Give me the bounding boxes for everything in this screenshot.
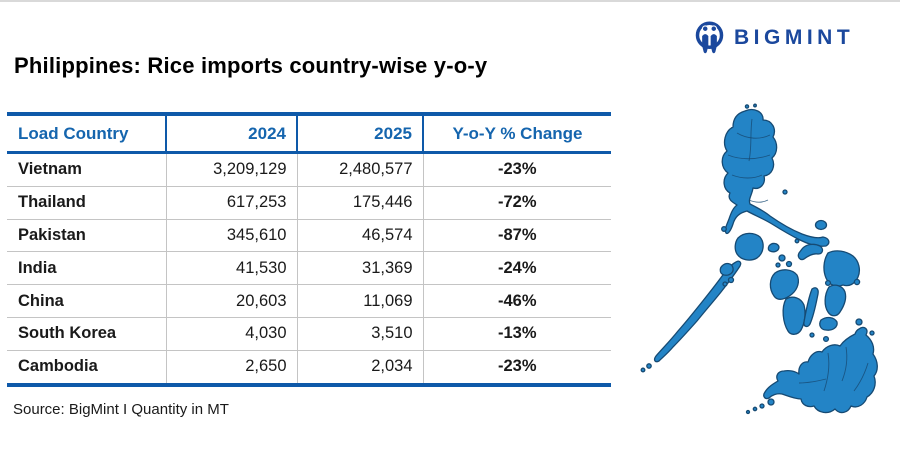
cell-2025-value: 3,510 (297, 317, 424, 351)
rice-imports-table: Load Country 2024 2025 Y-o-Y % Change Vi… (7, 112, 611, 387)
column-header-yoy-change: Y-o-Y % Change (423, 114, 611, 154)
cell-2024-value: 4,030 (166, 317, 298, 351)
mindanao-island-group (745, 318, 878, 415)
cell-2024-value: 3,209,129 (166, 152, 298, 187)
cell-country: Vietnam (7, 152, 167, 187)
cell-2025-value: 31,369 (297, 251, 424, 286)
column-header-load-country: Load Country (7, 114, 167, 154)
table-row-south-korea: South Korea 4,030 3,510 -13% (7, 317, 611, 351)
mindoro (734, 232, 764, 261)
samar (823, 250, 860, 287)
cell-yoy-change: -24% (423, 251, 611, 286)
brand-name: BIGMINT (734, 26, 855, 49)
leyte (824, 284, 847, 317)
table-row-china: China 20,603 11,069 -46% (7, 284, 611, 318)
luzon-island-group (721, 103, 830, 253)
cell-yoy-change: -23% (423, 152, 611, 187)
visayas-islands-group (734, 232, 861, 343)
cell-yoy-change: -13% (423, 317, 611, 351)
cell-yoy-change: -87% (423, 219, 611, 253)
cell-country: South Korea (7, 317, 167, 351)
cell-2025-value: 2,034 (297, 350, 424, 385)
cell-2024-value: 20,603 (166, 284, 298, 318)
luzon (721, 108, 830, 247)
philippines-map (640, 103, 878, 415)
table-row-india: India 41,530 31,369 -24% (7, 251, 611, 286)
table-row-cambodia: Cambodia 2,650 2,034 -23% (7, 350, 611, 385)
cell-yoy-change: -46% (423, 284, 611, 318)
table-row-vietnam: Vietnam 3,209,129 2,480,577 -23% (7, 152, 611, 187)
busuanga (719, 262, 734, 276)
source-note: Source: BigMint I Quantity in MT (13, 401, 229, 418)
cell-2025-value: 175,446 (297, 186, 424, 220)
cell-2025-value: 46,574 (297, 219, 424, 253)
cell-2024-value: 617,253 (166, 186, 298, 220)
basilan (767, 398, 775, 406)
mindanao (763, 326, 878, 414)
cell-2024-value: 2,650 (166, 350, 298, 385)
palawan (653, 260, 742, 363)
panay (769, 269, 799, 300)
table-row-thailand: Thailand 617,253 175,446 -72% (7, 186, 611, 220)
brand-logo: BIGMINT (694, 20, 854, 56)
cell-country: Pakistan (7, 219, 167, 253)
column-header-2024: 2024 (166, 114, 298, 154)
top-edge-border (0, 0, 900, 2)
marinduque (767, 242, 780, 253)
cell-country: India (7, 251, 167, 286)
column-header-2025: 2025 (297, 114, 424, 154)
bohol (819, 316, 838, 331)
dinagat (855, 318, 863, 326)
cell-yoy-change: -72% (423, 186, 611, 220)
cell-country: Cambodia (7, 350, 167, 385)
cell-2024-value: 345,610 (166, 219, 298, 253)
catanduanes (814, 219, 828, 231)
cell-2025-value: 11,069 (297, 284, 424, 318)
table-header-row: Load Country 2024 2025 Y-o-Y % Change (7, 114, 611, 154)
masbate (797, 243, 824, 261)
negros (782, 296, 806, 335)
palawan-island-group (640, 260, 742, 373)
bigmint-logo-icon (695, 21, 724, 54)
cell-2025-value: 2,480,577 (297, 152, 424, 187)
cell-yoy-change: -23% (497, 357, 537, 376)
cell-country: Thailand (7, 186, 167, 220)
cebu (803, 287, 819, 328)
page-title: Philippines: Rice imports country-wise y… (14, 53, 488, 78)
cell-2024-value: 41,530 (166, 251, 298, 286)
table-row-pakistan: Pakistan 345,610 46,574 -87% (7, 219, 611, 253)
cell-country: China (7, 284, 167, 318)
